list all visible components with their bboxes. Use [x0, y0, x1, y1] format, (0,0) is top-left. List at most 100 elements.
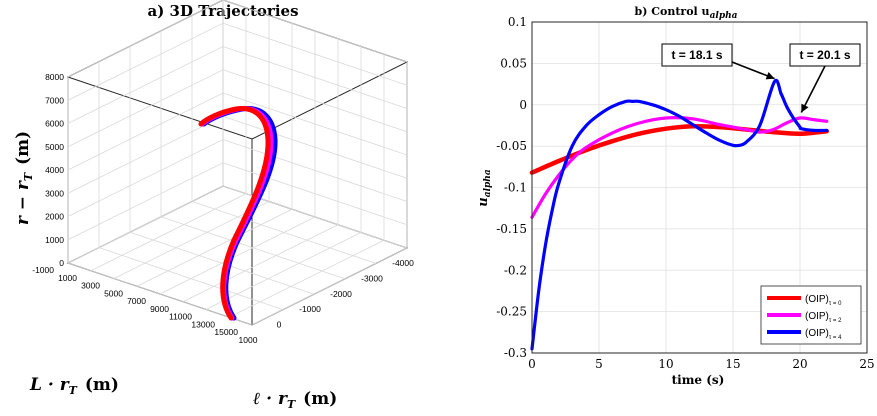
plot-b-y-axis-label-text: u [476, 197, 491, 206]
y-tick-label: -0.25 [496, 305, 527, 319]
z-axis-label-text: r − r [13, 180, 33, 225]
z-tick-label: 3000 [45, 188, 64, 198]
panel-b-control: b) Control ualpha -0.3-0.25-0.2-0.15-0.1… [476, 5, 875, 387]
y-tick-label: 0.1 [508, 15, 527, 29]
grid-line-z [67, 115, 408, 194]
grid-line-y [113, 201, 270, 279]
y-tick-label: -0.05 [496, 139, 527, 153]
y-tick-label: 5000 [104, 288, 123, 298]
plot-b-y-axis-label: ualpha [476, 169, 493, 207]
y-tick-label: 15000 [214, 327, 238, 337]
x-tick-label: 0 [528, 357, 536, 371]
z-tick-label: 0 [59, 258, 64, 268]
y-tick-label: 7000 [127, 296, 146, 306]
annotation-label: t = 20.1 s [799, 48, 850, 62]
line-series-2 [530, 78, 829, 351]
plot-b-y-axis-label-sub: alpha [483, 169, 493, 197]
x-tick-label: -4000 [392, 258, 414, 268]
y-tick-label: 11000 [169, 312, 192, 322]
grid-line-y [67, 185, 224, 264]
x-tick-label: -3000 [361, 273, 383, 283]
svg-text:r − rT(m): r − rT (m) [13, 131, 35, 225]
panel-a-3d-trajectories: a) 3D Trajectories 010002000300040005000… [13, 0, 414, 411]
z-axis-label: r − rT (m) [13, 131, 35, 225]
grid-line-x [129, 231, 315, 295]
grid-line-y [205, 232, 362, 310]
plot-b-annotations: t = 18.1 s t = 20.1 s [661, 43, 861, 113]
annotation-box [661, 43, 733, 67]
x-tick-label: 15 [725, 357, 740, 371]
grid-line-y [159, 216, 316, 295]
annotation-arrowhead [765, 71, 775, 80]
grid-line-x [191, 201, 377, 264]
plot-b-x-ticks: 0 5 10 15 20 25 [528, 357, 874, 371]
z-tick-label: 8000 [45, 72, 64, 82]
y-tick-label: -1000 [32, 265, 54, 275]
grid-line-y [251, 247, 408, 326]
x-tick-label: 1000 [239, 335, 258, 345]
grid-line-y [182, 224, 339, 303]
x-tick-label: 0 [277, 320, 282, 330]
x-axis-label-sub: T [287, 398, 296, 411]
line-series-0 [529, 123, 830, 175]
y-tick-label: 0.05 [500, 56, 527, 70]
y-tick-label: 3000 [81, 281, 100, 291]
grid-line-y [90, 193, 247, 272]
y-tick-label: 0 [519, 98, 527, 112]
grid-line-y [136, 208, 293, 287]
y-axis-label-text: L · r [29, 375, 70, 395]
y-tick-label: -0.15 [496, 222, 527, 236]
plot-b-x-axis-label: time (s) [672, 373, 725, 387]
legend-label: (OIP)τ = 4 [805, 328, 842, 341]
grid-line-z [67, 22, 408, 101]
y-tick-label: 9000 [150, 304, 169, 314]
z-tick-label: 2000 [45, 212, 64, 222]
y-tick-label: -0.2 [504, 263, 527, 277]
z-tick-label: 1000 [45, 235, 64, 245]
grid-line-x [67, 262, 253, 326]
trajectory-curves [198, 106, 278, 321]
z-tick-label: 6000 [45, 119, 64, 129]
plot-b-y-ticks: -0.3 -0.25 -0.2 -0.15 -0.1 -0.05 0 0.05 0.1 [496, 15, 527, 360]
grid-line-y [228, 239, 385, 318]
legend-label: (OIP)τ = 2 [805, 311, 842, 324]
panel-b-title-sub: alpha [710, 11, 738, 21]
svg-text:ualpha: ualpha [476, 169, 493, 207]
y-tick-label: 1000 [58, 273, 77, 283]
x-axis-label: ℓ · rT (m) [253, 389, 337, 411]
z-tick-label: 4000 [45, 165, 64, 175]
z-axis-ticks: 0 1000 2000 3000 4000 5000 6000 7000 8000 [45, 72, 64, 268]
x-tick-label: 20 [792, 357, 807, 371]
panel-b-title: b) Control ualpha [635, 5, 738, 21]
line-series-1 [530, 116, 829, 219]
z-tick-label: 5000 [45, 142, 64, 152]
x-axis-label-unit: (m) [303, 389, 337, 409]
y-tick-label: 13000 [191, 319, 215, 329]
y-axis-label-unit: (m) [85, 375, 119, 395]
annotation-arrow [800, 65, 826, 113]
x-tick-label: 25 [859, 357, 874, 371]
grid-line-z [67, 139, 408, 217]
x-axis-ticks: 1000 0 -1000 -2000 -3000 -4000 [239, 258, 415, 345]
y-axis-label-sub: T [69, 384, 78, 397]
plot-b-series [529, 78, 830, 351]
grid-line-x [160, 216, 346, 280]
y-tick-label: -0.1 [504, 181, 527, 195]
z-axis-label-unit: (m) [13, 131, 33, 165]
y-axis-label: L · rT (m) [29, 375, 119, 397]
annotation-arrowhead [801, 103, 809, 113]
trajectory-series-magenta [199, 106, 274, 321]
annotation-label: t = 18.1 s [671, 48, 722, 62]
plot-b-legend: (OIP)τ = 0 (OIP)τ = 2 (OIP)τ = 4 [760, 285, 862, 345]
y-tick-label: -0.3 [504, 346, 527, 360]
x-tick-label: -1000 [299, 304, 321, 314]
plot-b-frame [531, 21, 868, 354]
box-3d-grid [67, 0, 408, 326]
grid-line-z [67, 92, 408, 171]
x-tick-label: 5 [595, 357, 603, 371]
x-tick-label: 10 [658, 357, 673, 371]
x-tick-label: -2000 [330, 289, 352, 299]
z-tick-label: 7000 [45, 95, 64, 105]
